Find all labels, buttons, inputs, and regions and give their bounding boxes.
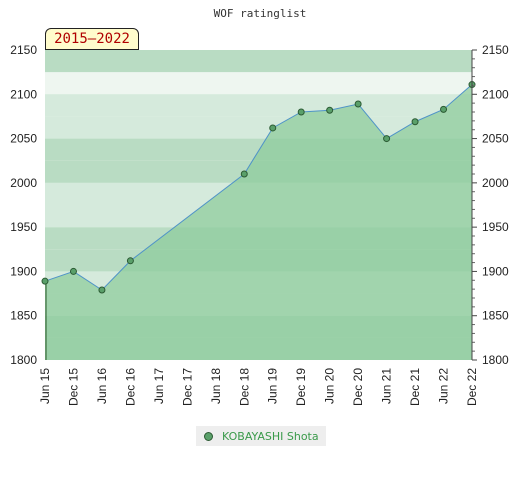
x-tick-label: Dec 18 — [237, 368, 251, 406]
data-point — [69, 267, 77, 275]
x-tick-label: Dec 21 — [408, 368, 422, 406]
y-tick-label-right: 2100 — [482, 87, 509, 101]
data-point — [411, 118, 419, 126]
x-tick-label: Dec 16 — [123, 368, 137, 406]
background-band-light — [45, 72, 472, 95]
data-point — [126, 257, 134, 265]
data-point — [440, 105, 448, 113]
x-tick-label: Jun 15 — [38, 368, 52, 404]
y-axis-right: 1800 1850 1900 1950 2000 2050 2100 2150 — [471, 43, 509, 367]
y-tick-label-left: 1850 — [10, 309, 37, 323]
y-tick-label-right: 1800 — [482, 353, 509, 367]
y-tick-label-right: 2050 — [482, 132, 509, 146]
x-tick-label: Jun 19 — [266, 368, 280, 404]
y-tick-label-right: 1900 — [482, 264, 509, 278]
data-point — [383, 135, 391, 143]
x-tick-label: Dec 20 — [351, 368, 365, 406]
legend[interactable]: KOBAYASHI Shota — [196, 426, 326, 446]
x-tick-label: Jun 17 — [152, 368, 166, 404]
chart-title: WOF ratinglist — [214, 7, 307, 20]
x-tick-label: Jun 18 — [209, 368, 223, 404]
data-point — [326, 106, 334, 114]
y-tick-label-left: 2150 — [10, 43, 37, 57]
y-tick-label-left: 1800 — [10, 353, 37, 367]
x-tick-label: Jun 20 — [323, 368, 337, 404]
data-point — [98, 286, 106, 294]
data-markers — [41, 81, 476, 294]
legend-marker-icon — [204, 431, 213, 441]
y-tick-label-right: 1950 — [482, 220, 509, 234]
background-band — [45, 50, 472, 73]
y-tick-label-right: 2000 — [482, 176, 509, 190]
x-axis: Jun 15 Dec 15 Jun 16 Dec 16 Jun 17 Dec 17 Jun … — [38, 368, 479, 406]
data-point — [41, 277, 49, 285]
y-tick-label-left: 2000 — [10, 176, 37, 190]
y-tick-label-left: 2100 — [10, 87, 37, 101]
x-tick-label: Dec 19 — [294, 368, 308, 406]
x-tick-label: Jun 21 — [380, 368, 394, 404]
period-label: 2015–2022 — [45, 28, 139, 50]
y-tick-label-left: 1900 — [10, 264, 37, 278]
data-point — [240, 170, 248, 178]
x-tick-label: Jun 22 — [437, 368, 451, 404]
background-band — [45, 94, 472, 117]
x-tick-label: Dec 15 — [66, 368, 80, 406]
x-tick-label: Jun 16 — [95, 368, 109, 404]
data-point — [297, 108, 305, 116]
y-tick-label-left: 2050 — [10, 132, 37, 146]
y-tick-label-right: 1850 — [482, 309, 509, 323]
rating-area — [45, 84, 472, 361]
y-axis-left: 1800 1850 1900 1950 2000 2050 2100 2150 — [10, 43, 37, 367]
y-tick-label-left: 1950 — [10, 220, 37, 234]
legend-series-label: KOBAYASHI Shota — [222, 429, 319, 443]
x-tick-label: Dec 17 — [180, 368, 194, 406]
y-tick-label-right: 2150 — [482, 43, 509, 57]
x-tick-label: Dec 22 — [465, 368, 479, 406]
data-point — [354, 100, 362, 108]
data-point — [269, 124, 277, 132]
